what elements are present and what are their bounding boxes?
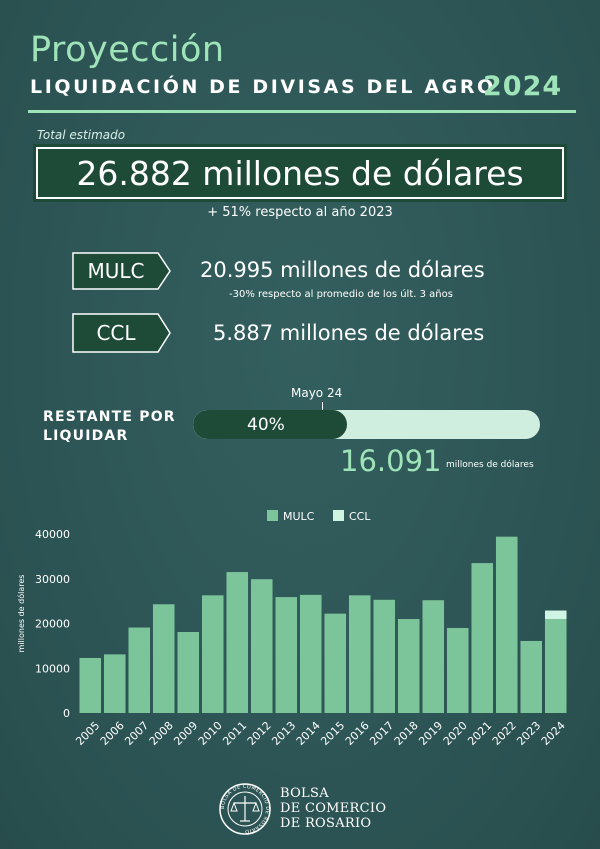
bar-mulc xyxy=(299,594,322,713)
y-tick-label: 40000 xyxy=(35,528,70,541)
bar-mulc xyxy=(250,579,273,713)
bcr-logo-text: BOLSA DE COMERCIO DE ROSARIO xyxy=(280,786,386,831)
bar-mulc xyxy=(544,619,567,713)
legend-label-ccl: CCL xyxy=(349,510,371,523)
page-year: 2024 xyxy=(483,71,563,102)
ccl-tag-label: CCL xyxy=(96,321,136,345)
bar-mulc xyxy=(177,632,200,713)
x-tick-label: 2009 xyxy=(171,719,200,748)
x-tick-label: 2006 xyxy=(98,719,127,748)
restante-value: 16.091 xyxy=(340,444,442,478)
restante-label-line2: LIQUIDAR xyxy=(43,428,129,444)
bar-mulc xyxy=(275,597,298,713)
y-tick-label: 10000 xyxy=(35,662,70,675)
x-tick-label: 2013 xyxy=(269,719,298,748)
x-tick-label: 2022 xyxy=(490,719,519,748)
total-box: 26.882 millones de dólares xyxy=(36,147,564,199)
bar-ccl xyxy=(544,610,567,620)
bar-chart: millones de dólares 0 10000 20000 30000 40000… xyxy=(16,510,568,748)
tag-arrow-icon xyxy=(72,252,171,290)
x-tick-label: 2005 xyxy=(73,719,102,748)
x-tick-label: 2020 xyxy=(441,719,470,748)
x-tick-label: 2016 xyxy=(343,719,372,748)
x-tick-label: 2019 xyxy=(416,719,445,748)
x-tick-label: 2012 xyxy=(245,719,274,748)
bar-mulc xyxy=(471,563,494,713)
bar-mulc xyxy=(152,604,175,713)
bar-mulc xyxy=(226,572,249,713)
progress-marker-label: Mayo 24 xyxy=(291,386,343,400)
restante-unit: millones de dólares xyxy=(446,460,534,470)
x-tick-label: 2011 xyxy=(220,719,249,748)
restante-label: RESTANTE POR LIQUIDAR xyxy=(43,408,176,446)
x-tick-label: 2014 xyxy=(294,719,323,748)
x-tick-label: 2018 xyxy=(392,719,421,748)
x-tick-label: 2010 xyxy=(196,719,225,748)
total-delta: + 51% respecto al año 2023 xyxy=(207,205,393,220)
x-tick-label: 2023 xyxy=(514,719,543,748)
y-axis-label: millones de dólares xyxy=(16,575,26,653)
title-divider xyxy=(28,110,576,113)
bar-mulc xyxy=(422,600,445,713)
bar-mulc xyxy=(348,595,371,713)
progress-marker-tick xyxy=(322,402,323,411)
mulc-value: 20.995 millones de dólares xyxy=(200,258,485,282)
bcr-logo-seal: BOLSA DE COMERCIO DE ROSARIO xyxy=(219,783,271,835)
logo-line2: DE COMERCIO xyxy=(280,801,387,816)
bar-mulc xyxy=(520,640,543,713)
x-tick-label: 2024 xyxy=(539,719,568,748)
tag-arrow-icon xyxy=(72,313,171,353)
x-tick-label: 2017 xyxy=(367,719,396,748)
mulc-note: -30% respecto al promedio de los últ. 3 … xyxy=(229,289,453,300)
bar-mulc xyxy=(103,654,126,713)
progress-percent: 40% xyxy=(247,414,285,435)
mulc-tag: MULC xyxy=(72,252,172,290)
legend-label-mulc: MULC xyxy=(283,510,315,523)
x-tick-label: 2015 xyxy=(318,719,347,748)
restante-label-line1: RESTANTE POR xyxy=(43,409,176,425)
total-value: 26.882 millones de dólares xyxy=(76,153,524,193)
bar-mulc xyxy=(79,657,102,713)
bar-mulc xyxy=(201,595,224,713)
y-tick-label: 0 xyxy=(63,707,70,720)
bar-mulc xyxy=(373,599,396,713)
x-tick-label: 2021 xyxy=(465,719,494,748)
progress-bar: 40% xyxy=(193,410,540,439)
ccl-value: 5.887 millones de dólares xyxy=(213,321,485,345)
bar-mulc xyxy=(324,613,347,713)
x-tick-label: 2008 xyxy=(147,719,176,748)
bar-mulc xyxy=(446,627,469,713)
legend-swatch-ccl xyxy=(333,510,344,521)
bar-mulc xyxy=(397,619,420,713)
total-label: Total estimado xyxy=(37,128,126,142)
bar-mulc xyxy=(495,536,518,713)
y-tick-label: 30000 xyxy=(35,573,70,586)
y-tick-label: 20000 xyxy=(35,618,70,631)
logo-line1: BOLSA xyxy=(280,786,329,801)
progress-bar-fill xyxy=(193,410,347,439)
page-subtitle: LIQUIDACIÓN DE DIVISAS DEL AGRO xyxy=(30,76,496,98)
ccl-tag: CCL xyxy=(72,313,172,353)
mulc-tag-label: MULC xyxy=(87,259,145,283)
page-title: Proyección xyxy=(30,30,225,70)
x-tick-label: 2007 xyxy=(122,719,151,748)
logo-line3: DE ROSARIO xyxy=(280,816,372,831)
bar-mulc xyxy=(128,627,151,713)
legend-swatch-mulc xyxy=(267,510,278,521)
